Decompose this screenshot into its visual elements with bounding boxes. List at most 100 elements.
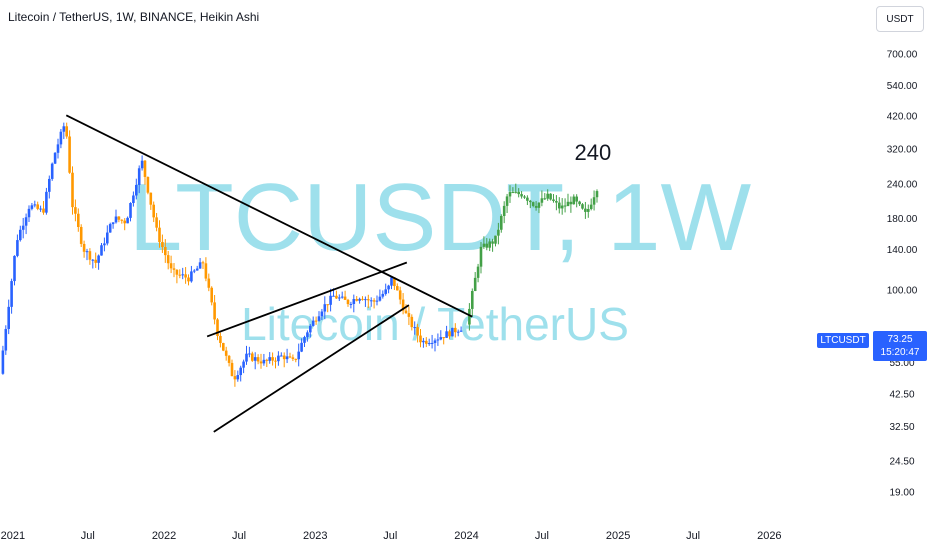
candle [187, 277, 190, 282]
projection-candle [534, 205, 538, 208]
candle [190, 271, 193, 282]
last-price-value: 73.25 [887, 334, 913, 345]
candle [59, 131, 63, 145]
candle [120, 219, 124, 221]
candle [210, 287, 213, 303]
candle [77, 213, 80, 227]
candle [103, 243, 106, 246]
candle [407, 313, 411, 317]
candle [352, 298, 356, 304]
projection-candle [482, 243, 486, 247]
projection-candle [552, 199, 555, 202]
candle [274, 360, 277, 362]
currency-button[interactable]: USDT [876, 6, 924, 32]
candle [404, 310, 408, 314]
candle [48, 178, 51, 192]
candle [291, 357, 295, 359]
candle [338, 297, 341, 299]
candle [320, 311, 324, 317]
candle [390, 277, 393, 286]
candle [425, 340, 428, 344]
candle [172, 268, 176, 270]
candle [94, 259, 97, 263]
projection-candle [589, 204, 593, 210]
projection-candle [488, 241, 491, 248]
y-tick-label: 19.00 [889, 487, 914, 498]
candle [164, 247, 167, 256]
candle [285, 356, 289, 360]
candle [13, 255, 16, 282]
projection-candle [494, 235, 497, 244]
candle [259, 361, 263, 364]
projection-candle [511, 192, 515, 194]
candle [132, 195, 135, 204]
projection-candle [479, 246, 483, 267]
projection-candle [523, 196, 526, 198]
candle [33, 204, 37, 206]
candle [433, 340, 437, 343]
candle [158, 227, 161, 243]
candle [53, 152, 57, 164]
candle [91, 259, 95, 261]
candle [422, 340, 425, 343]
candle [282, 355, 286, 360]
projection-candle [555, 201, 558, 203]
candle [253, 357, 257, 361]
projection-candle [560, 205, 564, 209]
candle [323, 304, 327, 312]
candle [161, 242, 164, 248]
last-price-label: 73.25 15:20:47 [873, 331, 927, 361]
projection-candle [473, 277, 477, 292]
projection-candle [528, 200, 532, 203]
candle [68, 136, 71, 173]
candle [288, 356, 292, 358]
y-tick-label: 180.00 [887, 214, 918, 225]
candle [126, 217, 129, 224]
candle [294, 358, 298, 360]
candle [27, 208, 31, 218]
candle [239, 367, 242, 376]
candle [401, 299, 405, 311]
candle [436, 339, 440, 341]
candle [198, 262, 202, 269]
candle [326, 304, 329, 306]
candle [216, 319, 219, 336]
projection-candle [508, 192, 512, 197]
candle [314, 320, 318, 322]
candle [355, 298, 358, 301]
projection-candle [470, 291, 474, 309]
projection-candle [549, 193, 552, 200]
projection-candle [497, 229, 500, 236]
y-tick-label: 100.00 [887, 286, 918, 297]
candles-group [1, 122, 463, 387]
projection-candle [557, 202, 561, 209]
candle [97, 255, 100, 263]
projection-candle [505, 196, 509, 206]
symbol-tag: LTCUSDT [817, 333, 869, 348]
x-axis[interactable]: 2021 Jul 2022 Jul 2023 Jul 2024 Jul 2025 Jul 2026 [1, 530, 782, 542]
candle [367, 299, 370, 301]
projection-candle [578, 201, 581, 205]
y-axis[interactable]: 19.00 24.50 32.50 42.50 55.00 100.00 140.00 180… [887, 19, 918, 498]
candle [178, 274, 182, 276]
candle [111, 222, 115, 225]
projection-candle [540, 198, 544, 203]
candle [146, 176, 150, 193]
candle [387, 285, 390, 290]
chart-title: Litecoin / TetherUS, 1W, BINANCE, Heikin… [8, 10, 260, 24]
projection-candle [517, 191, 520, 195]
projection-candle [543, 198, 547, 200]
candle [143, 160, 147, 177]
candle [140, 160, 144, 169]
candle [184, 274, 187, 278]
trendline [213, 304, 410, 433]
candle [21, 225, 25, 230]
candle [448, 331, 451, 337]
candle [245, 353, 248, 362]
candle [45, 191, 48, 213]
y-tick-label: 140.00 [887, 245, 918, 256]
candle [454, 327, 457, 333]
candle [42, 208, 45, 213]
projection-candle [520, 194, 523, 197]
